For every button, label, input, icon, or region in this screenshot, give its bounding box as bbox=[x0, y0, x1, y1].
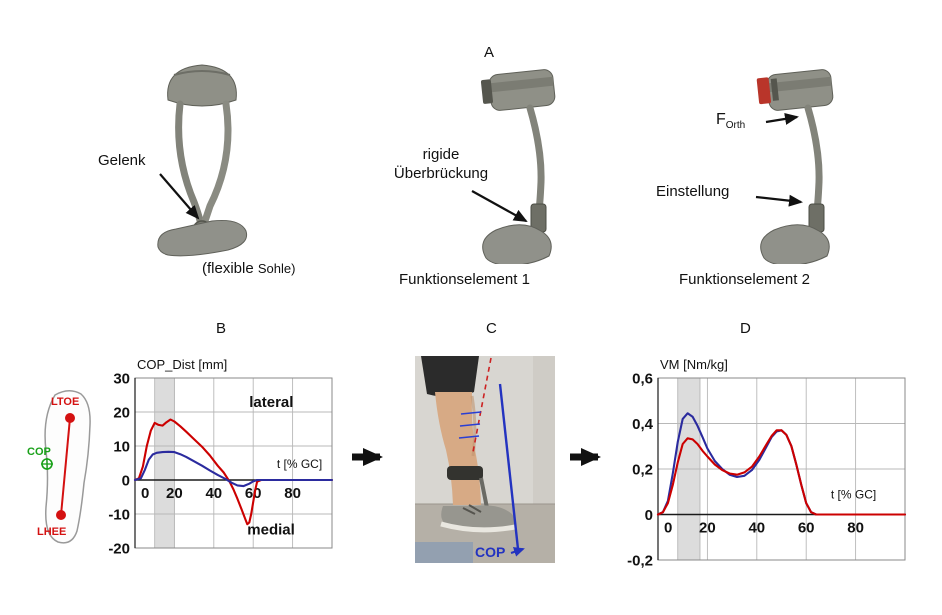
series-red-curve bbox=[656, 429, 907, 516]
orthosis-strut bbox=[479, 477, 489, 509]
shorts bbox=[421, 356, 479, 398]
rigide-line2: Überbrückung bbox=[393, 164, 489, 182]
caption-flexible: (flexible bbox=[202, 260, 258, 277]
region-label: lateral bbox=[249, 394, 293, 411]
floor-mat bbox=[415, 542, 473, 563]
cop-label-arrow bbox=[510, 547, 525, 557]
highlight-band bbox=[154, 377, 175, 549]
leg-orthosis-photo: COP bbox=[415, 356, 555, 563]
x-tick-label: 40 bbox=[205, 485, 222, 502]
force-subscript: Orth bbox=[725, 120, 746, 132]
orthosis-foot-shell bbox=[760, 224, 830, 264]
panel-label-b: B bbox=[216, 320, 227, 337]
ltoe-label: LTOE bbox=[51, 396, 79, 408]
vm-chart: 0,6 0,4 0,2 0 -0,2 0 20 40 60 80 VM [Nm/kg] t [% GC… bbox=[627, 357, 907, 570]
y-tick-label: 0,4 bbox=[632, 416, 654, 433]
cop-path-line bbox=[60, 417, 71, 516]
red-strap-accent bbox=[756, 77, 772, 105]
foot-cop-diagram: LTOE COP LHEE bbox=[27, 390, 91, 544]
x-tick-label: 60 bbox=[798, 520, 815, 537]
y-tick-label: 0,2 bbox=[632, 462, 653, 479]
orthosis-strut-left bbox=[175, 100, 205, 230]
x-tick-label: 0 bbox=[664, 520, 672, 537]
y-tick-label: 0,6 bbox=[632, 371, 653, 388]
orthosis-strut-right bbox=[199, 100, 232, 231]
orthosis-foot-shell bbox=[482, 224, 552, 264]
shank-axis-dashed-line bbox=[472, 357, 492, 453]
panel-label-d: D bbox=[740, 320, 751, 337]
x-tick-label: 80 bbox=[284, 485, 301, 502]
y-tick-label: 20 bbox=[113, 405, 130, 422]
y-tick-label: -10 bbox=[108, 507, 130, 524]
series-red-curve bbox=[133, 418, 334, 526]
x-axis-label: t [% GC] bbox=[277, 457, 322, 471]
orthosis-footplate bbox=[157, 220, 248, 257]
chart-title: VM [Nm/kg] bbox=[660, 357, 728, 372]
ltoe-marker bbox=[65, 413, 75, 423]
cop-dist-chart: 30 20 10 0 -10 -20 0 20 40 60 80 COP_Dist [mm] t [% … bbox=[108, 357, 334, 558]
x-tick-label: 20 bbox=[166, 485, 183, 502]
lhee-label: LHEE bbox=[37, 526, 66, 538]
funktionselement1-caption: Funktionselement 1 bbox=[399, 271, 530, 288]
x-axis-label: t [% GC] bbox=[831, 488, 876, 502]
wall-panel bbox=[533, 356, 555, 506]
rigide-line1: rigide bbox=[422, 146, 460, 163]
y-tick-label: 0 bbox=[645, 507, 653, 524]
x-tick-label: 20 bbox=[699, 520, 716, 537]
shoe-laces bbox=[462, 504, 482, 515]
einstellung-label: Einstellung bbox=[656, 183, 730, 200]
shoe-sole bbox=[440, 521, 516, 533]
cop-label: COP bbox=[27, 446, 51, 458]
chart-title: COP_Dist [mm] bbox=[137, 357, 227, 372]
orthosis-cuff bbox=[480, 69, 556, 111]
panel-label-c: C bbox=[486, 320, 497, 337]
x-tick-label: 40 bbox=[748, 520, 765, 537]
series-blue-curve bbox=[133, 450, 334, 488]
y-tick-label: -0,2 bbox=[627, 553, 653, 570]
gelenk-label: Gelenk bbox=[98, 152, 146, 169]
orthosis-cuff bbox=[756, 69, 834, 111]
orthosis-flexible-image bbox=[157, 64, 248, 257]
orthosis-funktionselement1-image bbox=[480, 69, 556, 264]
cop-vector-line bbox=[498, 383, 520, 550]
force-symbol: F bbox=[716, 111, 726, 128]
funktionselement2-caption: Funktionselement 2 bbox=[679, 271, 810, 288]
panel-label-a: A bbox=[484, 44, 495, 61]
region-label: medial bbox=[247, 521, 295, 538]
shoe bbox=[441, 505, 515, 529]
y-tick-label: -20 bbox=[108, 541, 130, 558]
x-tick-label: 0 bbox=[141, 485, 149, 502]
orthosis-strap bbox=[447, 466, 483, 480]
orthosis-strut bbox=[804, 104, 823, 222]
y-tick-label: 10 bbox=[113, 439, 130, 456]
orthosis-funktionselement2-image bbox=[756, 69, 834, 264]
caption-sohle: Sohle) bbox=[257, 261, 296, 276]
x-tick-label: 60 bbox=[245, 485, 262, 502]
x-tick-label: 80 bbox=[847, 520, 864, 537]
shin-marker-tick bbox=[460, 411, 482, 415]
y-tick-label: 30 bbox=[113, 371, 130, 388]
orthosis-strut bbox=[526, 104, 545, 222]
y-tick-label: 0 bbox=[122, 473, 130, 490]
force-orth-label: FOrth bbox=[716, 110, 745, 133]
cuff-shading bbox=[173, 70, 231, 76]
shin-marker-tick bbox=[459, 423, 481, 427]
left-orthosis-caption: (flexible Sohle) bbox=[202, 260, 295, 277]
lhee-marker bbox=[56, 510, 66, 520]
rigide-ueberbrueckung-label: rigide Überbrückung bbox=[385, 146, 497, 184]
shin-marker-tick bbox=[458, 435, 480, 439]
cop-photo-label: COP bbox=[475, 544, 505, 560]
